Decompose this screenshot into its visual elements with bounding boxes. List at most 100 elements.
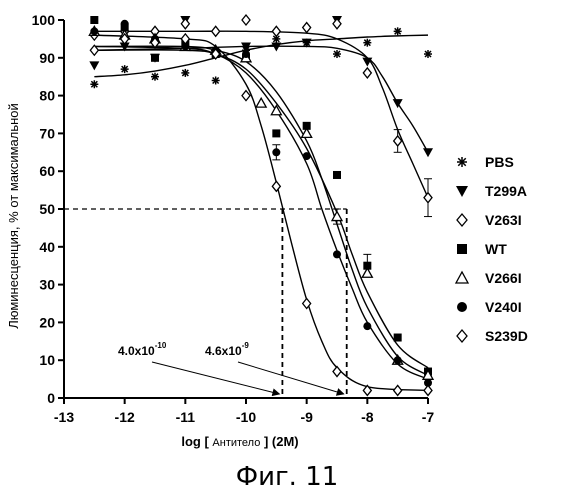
fit-curve-v240i [94, 46, 428, 379]
point-s239d [394, 385, 402, 395]
point-wt [151, 54, 159, 62]
point-pbs [394, 27, 402, 35]
marker-shape [212, 26, 220, 36]
marker-shape [242, 15, 250, 25]
y-tick-label: 10 [39, 352, 55, 368]
fit-curve-v266i [94, 46, 428, 375]
x-tick-label: -9 [300, 409, 313, 425]
y-tick-label: 90 [39, 50, 55, 66]
point-v263i [363, 68, 371, 78]
x-tick-label: -7 [422, 409, 435, 425]
y-tick-label: 100 [32, 12, 56, 28]
marker-shape [424, 385, 432, 395]
marker-shape [242, 50, 250, 58]
point-t299a [423, 148, 433, 157]
ec50-high-label: 4.6x10-9 [205, 341, 249, 358]
x-tick-label: -13 [54, 409, 74, 425]
x-tick-label: -10 [236, 409, 256, 425]
point-pbs [424, 50, 432, 58]
point-wt [272, 129, 280, 137]
point-wt [90, 16, 98, 24]
legend-label-wt: WT [485, 241, 507, 257]
point-t299a [393, 99, 403, 108]
point-s239d [333, 367, 341, 377]
legend-label-t299a: T299A [485, 183, 527, 199]
point-pbs [212, 76, 220, 84]
ec50-low-arrow [152, 362, 279, 394]
legend-label-v266i: V266I [485, 270, 522, 286]
point-v240i [121, 20, 129, 28]
marker-shape [272, 129, 280, 137]
point-s239d [272, 181, 280, 191]
marker-shape [272, 181, 280, 191]
marker-shape [242, 91, 250, 101]
ec50-low-label: 4.0x10-10 [118, 341, 167, 358]
x-axis-title-main: log [ [181, 434, 212, 449]
point-v263i [303, 23, 311, 33]
point-v263i [272, 26, 280, 36]
marker-shape [303, 152, 311, 160]
marker-shape [271, 42, 281, 51]
data-points [89, 15, 433, 395]
marker-shape [272, 26, 280, 36]
point-v240i [272, 148, 280, 156]
y-tick-label: 80 [39, 88, 55, 104]
legend-marker-s239d [457, 330, 467, 342]
y-tick-label: 50 [39, 201, 55, 217]
axes: 0102030405060708090100-13-12-11-10-9-8-7 [32, 12, 435, 425]
point-v240i [90, 27, 98, 35]
point-pbs [121, 65, 129, 73]
marker-shape [394, 385, 402, 395]
point-s239d [242, 91, 250, 101]
point-v240i [303, 152, 311, 160]
marker-shape [457, 214, 467, 226]
marker-shape [333, 367, 341, 377]
marker-shape [456, 186, 468, 197]
ec50-high-label-exponent: -9 [242, 341, 250, 350]
x-tick-label: -8 [361, 409, 374, 425]
legend: PBS T299A V263I WT V266I V240I S239D [456, 154, 528, 344]
marker-shape [181, 19, 189, 29]
marker-shape [456, 272, 468, 283]
point-v263i [333, 19, 341, 29]
legend-marker-pbs [457, 157, 467, 167]
fit-curve-s239d [94, 35, 428, 390]
marker-shape [423, 148, 433, 157]
point-s239d [424, 385, 432, 395]
legend-label-pbs: PBS [485, 154, 514, 170]
point-pbs [363, 39, 371, 47]
x-tick-label: -12 [115, 409, 135, 425]
point-pbs [181, 69, 189, 77]
marker-shape [457, 330, 467, 342]
y-tick-label: 0 [47, 390, 55, 406]
point-v240i [333, 250, 341, 258]
marker-shape [256, 98, 266, 107]
ec50-high-label-mantissa: 4.6x10 [205, 344, 242, 358]
legend-label-s239d: S239D [485, 328, 528, 344]
marker-shape [272, 148, 280, 156]
x-axis-title-small: Антитело [212, 437, 260, 449]
marker-shape [121, 20, 129, 28]
point-t299a [89, 61, 99, 70]
point-v263i [424, 193, 432, 203]
marker-shape [457, 244, 467, 254]
marker-shape [90, 16, 98, 24]
legend-label-v263i: V263I [485, 212, 522, 228]
marker-shape [424, 193, 432, 203]
legend-label-v240i: V240I [485, 299, 522, 315]
marker-shape [303, 23, 311, 33]
marker-shape [151, 54, 159, 62]
marker-shape [333, 250, 341, 258]
ec50-high-arrow [238, 362, 344, 394]
fit-curve-v263i [94, 31, 428, 197]
point-v263i [242, 15, 250, 25]
marker-shape [363, 322, 371, 330]
marker-shape [394, 356, 402, 364]
point-wt [333, 171, 341, 179]
y-tick-label: 60 [39, 163, 55, 179]
point-t299a [271, 42, 281, 51]
point-pbs [333, 50, 341, 58]
point-v266i [256, 98, 266, 107]
ec50-low-label-mantissa: 4.0x10 [118, 344, 155, 358]
